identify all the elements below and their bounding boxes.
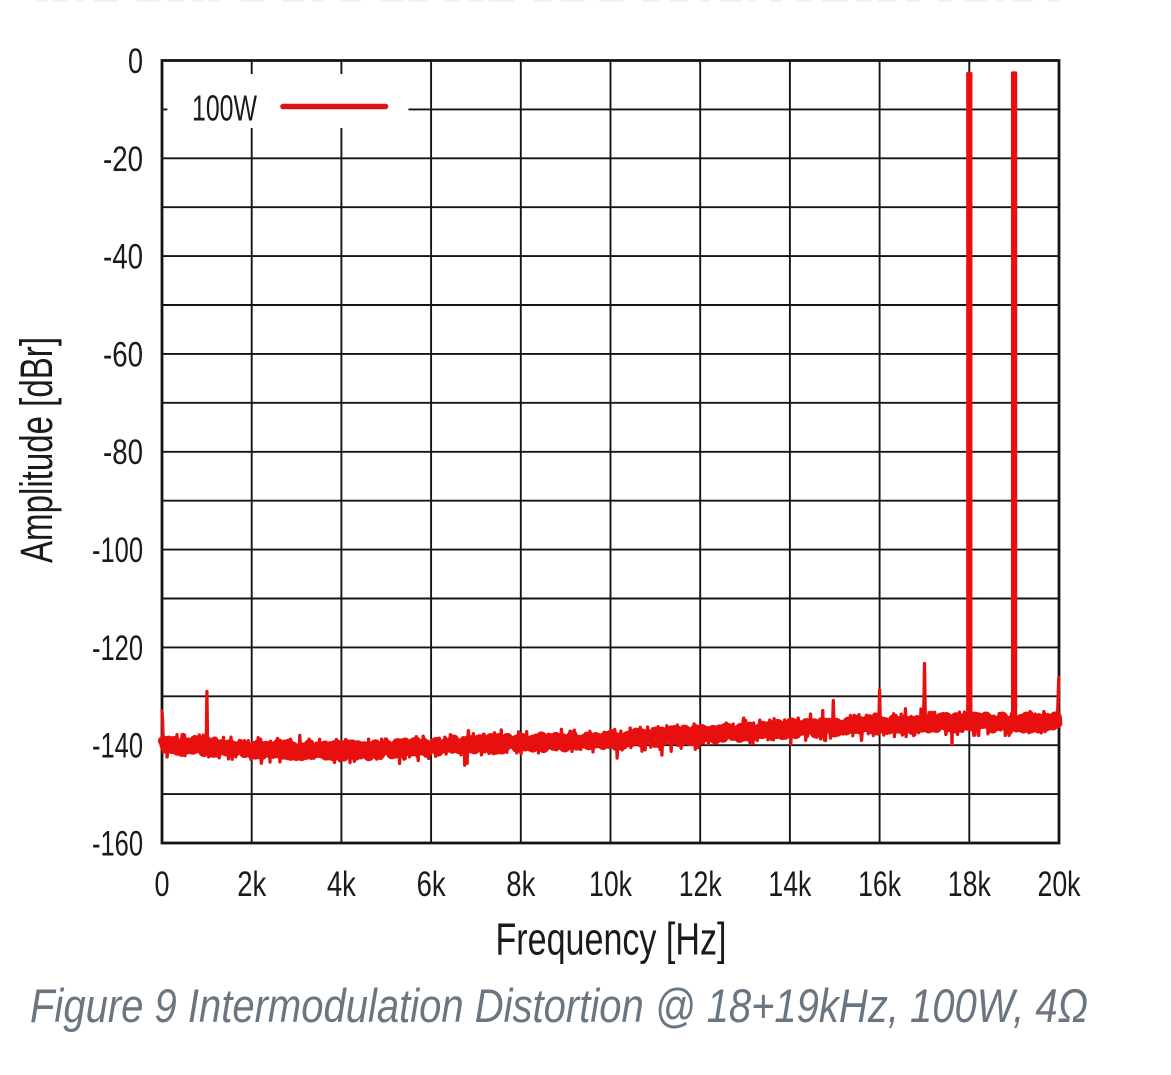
svg-text:-20: -20 [103,140,143,179]
svg-text:6k: 6k [417,865,446,904]
svg-text:-100: -100 [92,531,143,570]
svg-text:Figure 9 Intermodulation Disto: Figure 9 Intermodulation Distortion @ 18… [30,979,1088,1032]
svg-text:100W: 100W [192,88,257,129]
svg-text:20k: 20k [1038,865,1081,904]
svg-text:4k: 4k [327,865,356,904]
svg-text:8k: 8k [506,865,535,904]
svg-text:2k: 2k [237,865,266,904]
svg-text:18k: 18k [948,865,991,904]
svg-text:-120: -120 [92,629,143,668]
svg-text:-60: -60 [103,335,143,374]
svg-text:14k: 14k [768,865,811,904]
svg-text:-160: -160 [92,825,143,864]
svg-text:Frequency [Hz]: Frequency [Hz] [496,914,727,965]
svg-text:-80: -80 [103,433,143,472]
svg-text:-40: -40 [103,238,143,277]
svg-text:12k: 12k [679,865,722,904]
svg-text:Amplitude [dBr]: Amplitude [dBr] [11,337,62,563]
svg-text:0: 0 [155,865,170,904]
svg-text:-140: -140 [92,727,143,766]
svg-text:10k: 10k [589,865,632,904]
svg-text:16k: 16k [858,865,901,904]
svg-text:0: 0 [128,42,143,81]
